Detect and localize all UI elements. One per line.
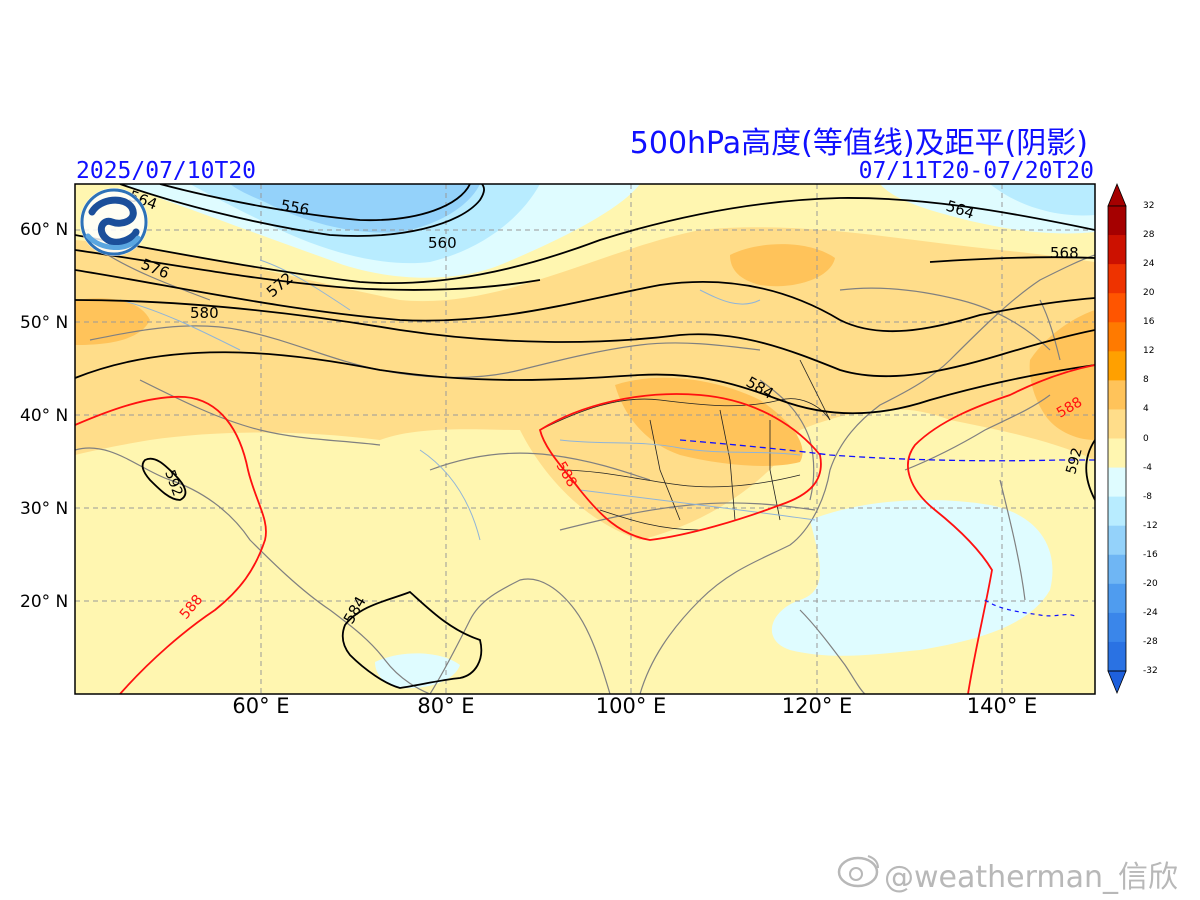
contour-label: 580 bbox=[190, 304, 219, 322]
colorbar-segment bbox=[1108, 264, 1126, 294]
gridlines bbox=[75, 184, 1095, 694]
colorbar-segment bbox=[1108, 554, 1126, 585]
lat-label: 40° N bbox=[20, 406, 69, 426]
lon-label: 60° E bbox=[232, 694, 290, 718]
map-frame bbox=[74, 183, 1096, 695]
colorbar-segment bbox=[1108, 641, 1126, 672]
anomaly-negative-strong bbox=[230, 184, 480, 233]
contour-label: 592 bbox=[1063, 446, 1085, 476]
rivers bbox=[119, 259, 816, 541]
trough-line-pacific bbox=[984, 599, 1076, 617]
colorbar-top-arrow bbox=[1107, 182, 1127, 207]
lat-label: 20° N bbox=[20, 592, 69, 612]
lat-label: 60° N bbox=[20, 220, 69, 240]
colorbar-segment bbox=[1108, 322, 1126, 352]
colorbar-segment bbox=[1108, 206, 1126, 236]
colorbar-tick-label: 12 bbox=[1143, 346, 1155, 357]
lon-label: 80° E bbox=[417, 694, 475, 718]
lon-label: 140° E bbox=[966, 694, 1038, 718]
colorbar-tick-label: 4 bbox=[1143, 404, 1149, 415]
colorbar-tick-label: 0 bbox=[1143, 433, 1149, 444]
colorbar-segment bbox=[1108, 467, 1126, 498]
anomaly-patch-china bbox=[615, 377, 803, 466]
lon-label: 100° E bbox=[595, 694, 667, 718]
colorbar-tick-label: -4 bbox=[1143, 462, 1152, 473]
colorbar-segment bbox=[1108, 612, 1126, 643]
contour-588 bbox=[75, 364, 1095, 694]
colorbar-tick-label: 24 bbox=[1143, 259, 1155, 270]
colorbar-tick-label: 8 bbox=[1143, 375, 1149, 386]
watermark: @weatherman_信欣 bbox=[884, 860, 1179, 895]
colorbar-segment bbox=[1108, 583, 1126, 614]
init-time: 2025/07/10T20 bbox=[76, 158, 257, 184]
colorbar-segment bbox=[1108, 525, 1126, 556]
colorbar-tick-label: -8 bbox=[1143, 491, 1152, 502]
province-borders bbox=[539, 359, 831, 531]
height-contours bbox=[75, 184, 1095, 689]
colorbar-segment bbox=[1108, 409, 1126, 439]
colorbar-segment bbox=[1108, 380, 1126, 410]
anomaly-negative-core-ne bbox=[990, 184, 1095, 216]
contour-label: 560 bbox=[428, 234, 457, 252]
trough-line-east bbox=[679, 439, 1095, 462]
colorbar-tick-label: -28 bbox=[1143, 636, 1158, 647]
colorbar-segment bbox=[1108, 235, 1126, 265]
colorbar-tick-label: 28 bbox=[1143, 230, 1155, 241]
colorbar-tick-label: -20 bbox=[1143, 578, 1158, 589]
colorbar-tick-label: 16 bbox=[1143, 317, 1155, 328]
lat-label: 50° N bbox=[20, 313, 69, 333]
contour-label: 556 bbox=[279, 196, 310, 219]
colorbar-tick-label: -32 bbox=[1143, 666, 1158, 676]
colorbar bbox=[1107, 182, 1127, 695]
valid-period: 07/11T20-07/20T20 bbox=[858, 158, 1094, 184]
lon-label: 120° E bbox=[781, 694, 853, 718]
colorbar-segment bbox=[1108, 351, 1126, 381]
anomaly-band-positive bbox=[75, 227, 1095, 540]
lat-label: 30° N bbox=[20, 499, 69, 519]
contour-label: 568 bbox=[1050, 244, 1079, 262]
weather-agency-logo-icon bbox=[80, 188, 148, 256]
colorbar-tick-label: 20 bbox=[1143, 288, 1155, 299]
colorbar-tick-label: -24 bbox=[1143, 607, 1158, 618]
weibo-eye-icon bbox=[837, 855, 879, 888]
colorbar-frame bbox=[1107, 205, 1127, 672]
colorbar-tick-label: -16 bbox=[1143, 549, 1158, 560]
colorbar-tick-label: 32 bbox=[1143, 201, 1155, 211]
colorbar-segment bbox=[1108, 438, 1126, 469]
colorbar-bottom-arrow bbox=[1107, 670, 1127, 695]
map-title: 500hPa高度(等值线)及距平(阴影) bbox=[629, 126, 1088, 161]
colorbar-tick-label: -12 bbox=[1143, 520, 1158, 531]
colorbar-segment bbox=[1108, 496, 1126, 527]
colorbar-segment bbox=[1108, 293, 1126, 323]
anomaly-patch-mongolia bbox=[730, 244, 835, 287]
